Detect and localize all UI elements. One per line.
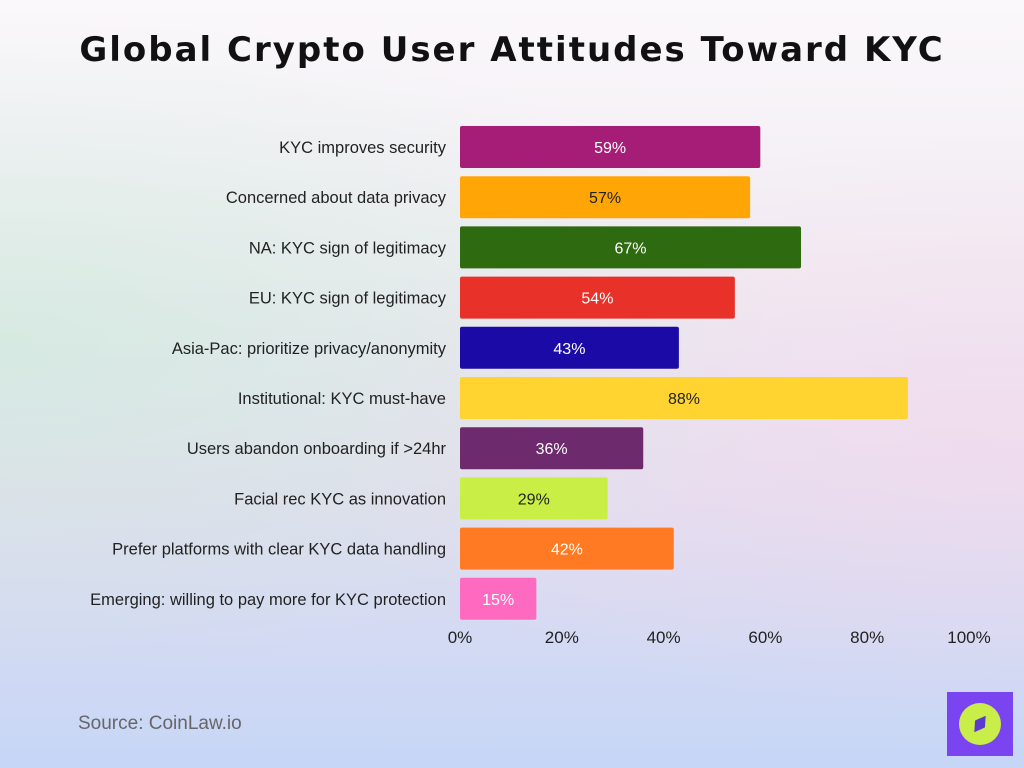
category-label: Users abandon onboarding if >24hr xyxy=(187,440,447,458)
category-label: Prefer platforms with clear KYC data han… xyxy=(112,541,446,559)
bar xyxy=(460,377,908,419)
x-tick-label: 20% xyxy=(545,628,579,647)
bar xyxy=(460,427,644,470)
source-text: Source: CoinLaw.io xyxy=(78,713,242,734)
chart-title: Global Crypto User Attitudes Toward KYC xyxy=(79,30,945,70)
data-label: 42% xyxy=(551,542,583,559)
category-label: KYC improves security xyxy=(279,139,447,157)
bar xyxy=(460,276,735,319)
bar xyxy=(460,326,679,369)
data-label: 67% xyxy=(614,240,646,257)
x-tick-label: 80% xyxy=(850,628,884,647)
x-tick-label: 0% xyxy=(448,628,473,647)
category-label: Concerned about data privacy xyxy=(226,189,447,207)
data-label: 59% xyxy=(594,140,626,157)
bar xyxy=(460,577,537,620)
bar xyxy=(460,126,761,168)
category-label: Facial rec KYC as innovation xyxy=(234,490,446,508)
data-label: 88% xyxy=(668,391,700,408)
category-label: NA: KYC sign of legitimacy xyxy=(249,239,447,257)
data-label: 36% xyxy=(536,441,568,458)
x-tick-label: 40% xyxy=(647,628,681,647)
data-label: 15% xyxy=(482,592,514,609)
compass-icon xyxy=(947,692,1013,756)
data-label: 29% xyxy=(518,491,550,508)
category-label: Institutional: KYC must-have xyxy=(238,390,446,408)
category-label: EU: KYC sign of legitimacy xyxy=(249,290,447,308)
category-label: Emerging: willing to pay more for KYC pr… xyxy=(90,591,446,609)
bar xyxy=(460,477,608,520)
category-label: Asia-Pac: prioritize privacy/anonymity xyxy=(172,340,447,358)
x-tick-label: 60% xyxy=(748,628,782,647)
data-label: 54% xyxy=(581,291,613,308)
x-tick-label: 100% xyxy=(947,628,990,647)
data-label: 57% xyxy=(589,190,621,207)
bar xyxy=(460,527,674,570)
data-label: 43% xyxy=(553,341,585,358)
bar xyxy=(460,176,751,219)
bar xyxy=(460,226,802,269)
